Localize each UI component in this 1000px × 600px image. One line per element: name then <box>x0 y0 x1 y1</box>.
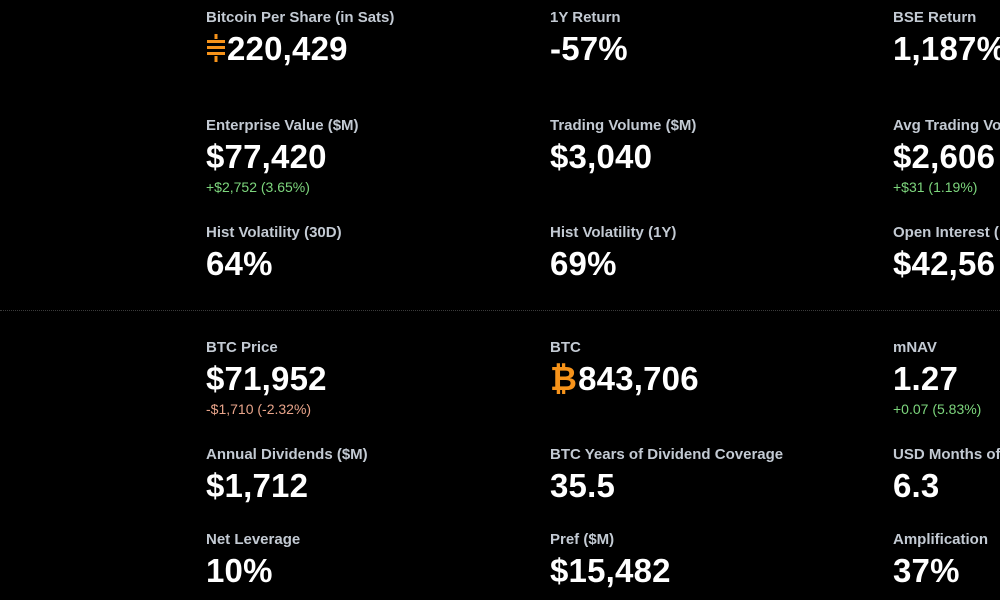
metric-net-leverage: Net Leverage 10% <box>206 531 300 591</box>
metric-label: USD Months of <box>893 446 1000 463</box>
metric-value-text: 843,706 <box>578 360 699 397</box>
metric-value: ₿ 843,706 <box>550 359 699 399</box>
metric-value: $77,420 <box>206 138 327 175</box>
metric-label: mNAV <box>893 339 937 356</box>
metric-btc-years-dividend-coverage: BTC Years of Dividend Coverage 35.5 <box>550 446 783 506</box>
metric-label: Net Leverage <box>206 531 301 548</box>
metric-btc-price: BTC Price $71,952 -$1,710 (-2.32%) <box>206 339 327 418</box>
metric-value: 6.3 <box>893 467 940 504</box>
metric-value: 64% <box>206 245 273 282</box>
metric-value: 10% <box>206 552 273 589</box>
metric-value: $15,482 <box>550 552 671 589</box>
metric-1y-return: 1Y Return -57% <box>550 9 628 69</box>
metric-value: $2,606 <box>893 138 996 175</box>
metric-usd-months: USD Months of 6.3 <box>893 446 1000 506</box>
metric-mnav: mNAV 1.27 +0.07 (5.83%) <box>893 339 981 418</box>
metric-bitcoin-per-share: Bitcoin Per Share (in Sats) 220,429 <box>206 9 394 69</box>
metric-value: -57% <box>550 30 628 67</box>
section-divider <box>0 310 1000 311</box>
metric-value: 37% <box>893 552 960 589</box>
metric-label: Avg Trading Vo <box>893 117 1000 134</box>
metric-annual-dividends: Annual Dividends ($M) $1,712 <box>206 446 368 506</box>
metric-label: BTC <box>550 339 581 356</box>
metric-change: +0.07 (5.83%) <box>893 401 982 417</box>
metric-label: Amplification <box>893 531 989 548</box>
metric-avg-trading-volume: Avg Trading Vo $2,606 +$31 (1.19%) <box>893 117 1000 196</box>
metric-enterprise-value: Enterprise Value ($M) $77,420 +$2,752 (3… <box>206 117 359 196</box>
metric-value: $1,712 <box>206 467 309 504</box>
metric-label: Pref ($M) <box>550 531 615 548</box>
metric-label: Enterprise Value ($M) <box>206 117 359 134</box>
sats-icon <box>206 33 226 65</box>
metric-label: BSE Return <box>893 9 977 26</box>
metric-btc-holdings: BTC ₿ 843,706 <box>550 339 699 399</box>
metric-hist-volatility-1y: Hist Volatility (1Y) 69% <box>550 224 676 284</box>
metric-open-interest: Open Interest ( $42,56 <box>893 224 999 284</box>
metric-label: BTC Years of Dividend Coverage <box>550 446 784 463</box>
metric-value: 220,429 <box>206 29 394 69</box>
bitcoin-icon: ₿ <box>550 360 578 397</box>
metric-value: $71,952 <box>206 360 327 397</box>
metric-label: BTC Price <box>206 339 278 356</box>
metric-value-text: 220,429 <box>227 30 348 67</box>
metric-pref: Pref ($M) $15,482 <box>550 531 671 591</box>
metric-label: 1Y Return <box>550 9 621 26</box>
metric-label: Hist Volatility (1Y) <box>550 224 677 241</box>
metric-label: Annual Dividends ($M) <box>206 446 368 463</box>
metric-amplification: Amplification 37% <box>893 531 988 591</box>
metric-value: 1,187% <box>893 30 1000 67</box>
metric-label: Open Interest ( <box>893 224 999 241</box>
metric-label: Hist Volatility (30D) <box>206 224 342 241</box>
metric-change: +$31 (1.19%) <box>893 179 978 195</box>
metric-value: 1.27 <box>893 360 959 397</box>
metric-value: 69% <box>550 245 617 282</box>
metric-value: $42,56 <box>893 245 996 282</box>
metric-change: +$2,752 (3.65%) <box>206 179 310 195</box>
metric-hist-volatility-30d: Hist Volatility (30D) 64% <box>206 224 342 284</box>
metric-trading-volume: Trading Volume ($M) $3,040 <box>550 117 696 177</box>
metric-value: 35.5 <box>550 467 616 504</box>
metric-value: $3,040 <box>550 138 653 175</box>
metric-label: Bitcoin Per Share (in Sats) <box>206 9 395 26</box>
metric-change: -$1,710 (-2.32%) <box>206 401 312 417</box>
metric-bse-return: BSE Return 1,187% <box>893 9 1000 69</box>
metric-label: Trading Volume ($M) <box>550 117 697 134</box>
